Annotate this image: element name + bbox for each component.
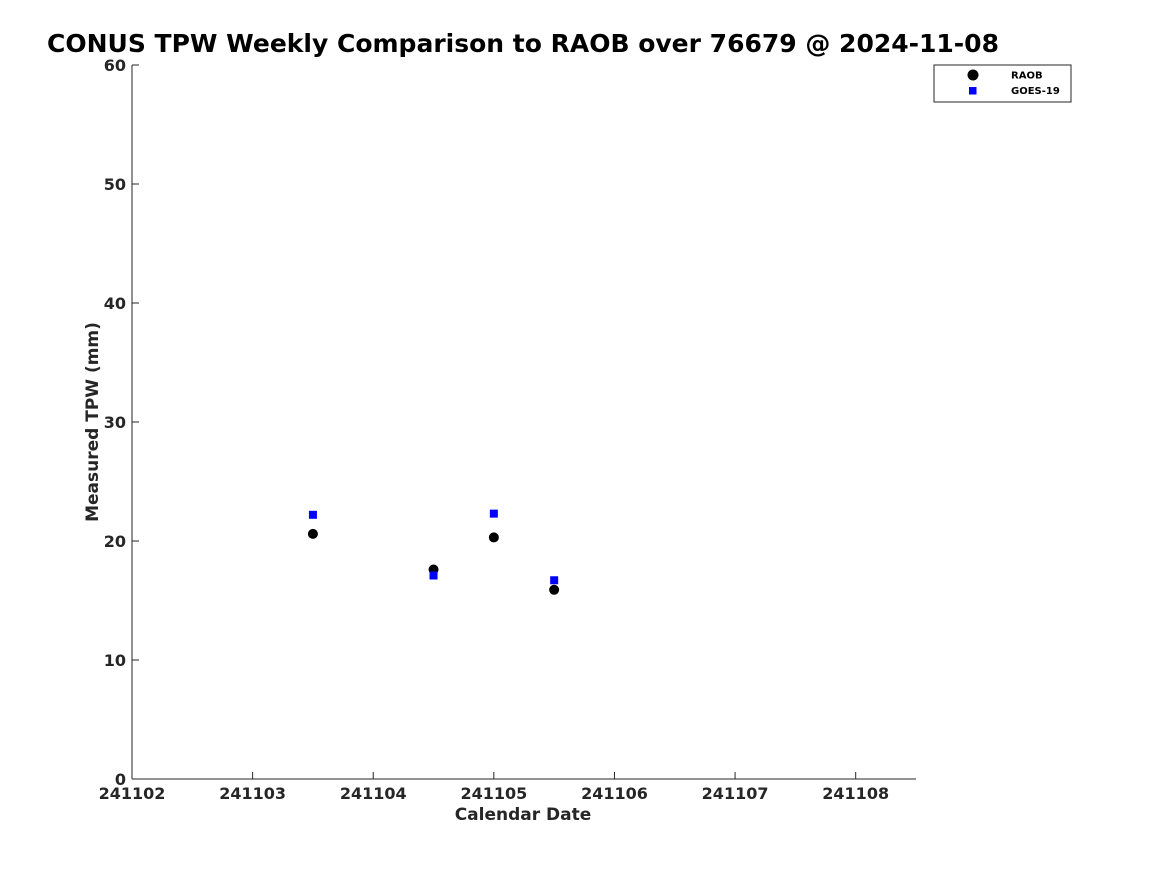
y-tick-label: 0	[115, 770, 126, 789]
x-tick-label: 241107	[702, 784, 769, 803]
legend-marker-goes-19	[969, 87, 977, 95]
x-tick-label: 241103	[219, 784, 286, 803]
y-ticks: 0 10 20 30 40 50 60	[104, 56, 139, 789]
goes-19-point	[308, 510, 317, 519]
raob-point	[549, 584, 560, 595]
axes	[131, 65, 916, 780]
legend: RAOB GOES-19	[933, 64, 1072, 103]
legend-label-raob: RAOB	[1011, 71, 1043, 82]
x-tick-label: 241105	[460, 784, 527, 803]
chart-title: CONUS TPW Weekly Comparison to RAOB over…	[47, 29, 999, 58]
legend-marker-raob	[967, 69, 979, 81]
x-ticks: 241102 241103 241104 241105 241106 241107 2411…	[99, 772, 889, 803]
y-tick-label: 40	[104, 294, 126, 313]
x-tick-label: 241106	[581, 784, 648, 803]
raob-point	[307, 528, 318, 539]
goes-19-point	[429, 571, 438, 580]
raob-point	[488, 532, 499, 543]
x-tick-label: 241102	[99, 784, 166, 803]
goes-19-point	[550, 576, 559, 585]
x-tick-label: 241108	[822, 784, 889, 803]
y-tick-label: 60	[104, 56, 126, 75]
y-tick-label: 50	[104, 175, 126, 194]
data-points	[307, 509, 560, 595]
y-tick-label: 30	[104, 413, 126, 432]
y-tick-label: 20	[104, 532, 126, 551]
y-axis-label: Measured TPW (mm)	[83, 322, 103, 522]
x-tick-label: 241104	[340, 784, 407, 803]
legend-box	[933, 64, 1072, 103]
legend-label-goes-19: GOES-19	[1011, 86, 1060, 97]
y-tick-label: 10	[104, 651, 126, 670]
goes-19-point	[489, 509, 498, 518]
x-axis-label: Calendar Date	[455, 805, 592, 825]
